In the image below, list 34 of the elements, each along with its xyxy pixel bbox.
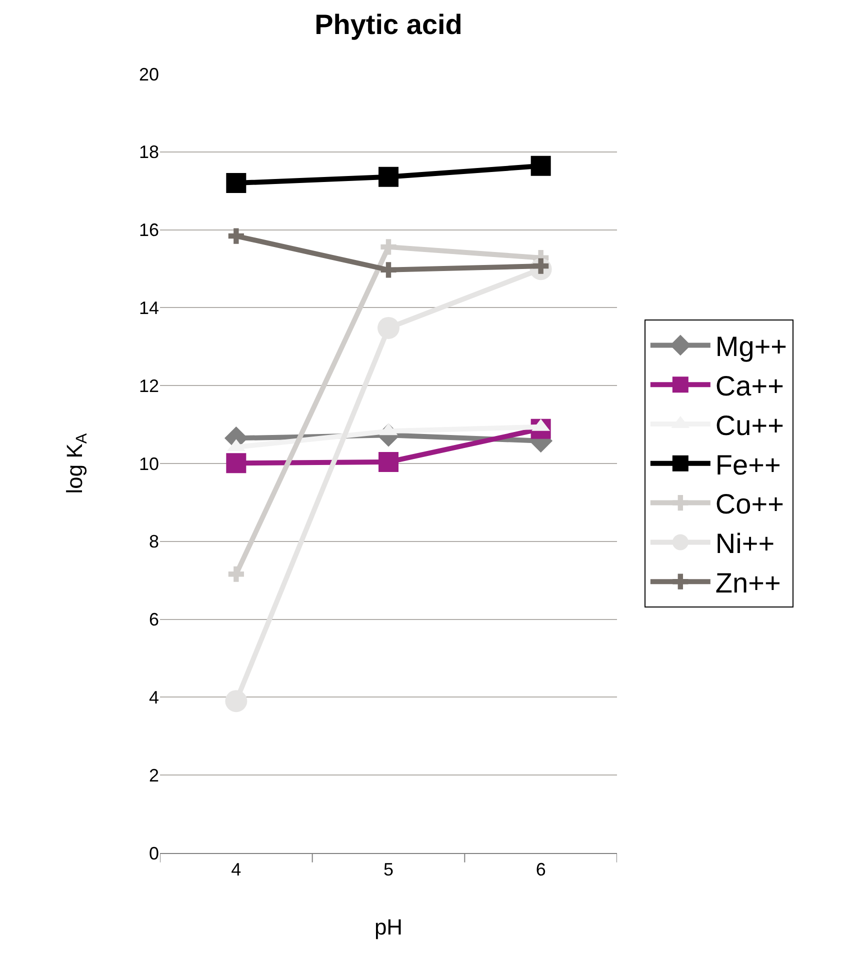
legend-label: Ca++ [715,370,784,402]
y-tick-label: 0 [148,843,159,864]
chart-title: Phytic acid [314,9,462,40]
point [228,566,244,582]
point [378,316,400,339]
y-tick-label: 16 [138,220,159,240]
legend-label: Co++ [715,488,784,520]
point [225,690,248,712]
y-tick-label: 10 [138,454,159,474]
legend-label: Ni++ [715,528,775,560]
point [380,239,396,255]
x-tick-label: 4 [231,860,242,880]
point [378,452,398,472]
y-tick-label: 18 [138,142,159,162]
point [228,228,244,244]
point [226,453,246,474]
point [380,262,396,278]
x-tick-label: 5 [383,860,394,880]
legend-label: Mg++ [715,331,788,362]
y-tick-label: 2 [148,765,159,786]
legend-label: Fe++ [715,449,781,480]
legend-label: Cu++ [715,410,784,441]
y-tick-label: 4 [148,688,159,708]
point [530,156,551,176]
x-tick-label: 6 [536,860,546,880]
y-tick-label: 14 [138,298,159,318]
legend-label: Zn++ [715,568,781,599]
y-tick-label: 8 [148,532,159,552]
x-axis-title: pH [374,914,403,940]
y-tick-label: 20 [138,64,159,84]
point [378,166,398,187]
point [226,173,246,194]
y-tick-label: 12 [138,376,159,396]
y-tick-label: 6 [148,610,159,630]
